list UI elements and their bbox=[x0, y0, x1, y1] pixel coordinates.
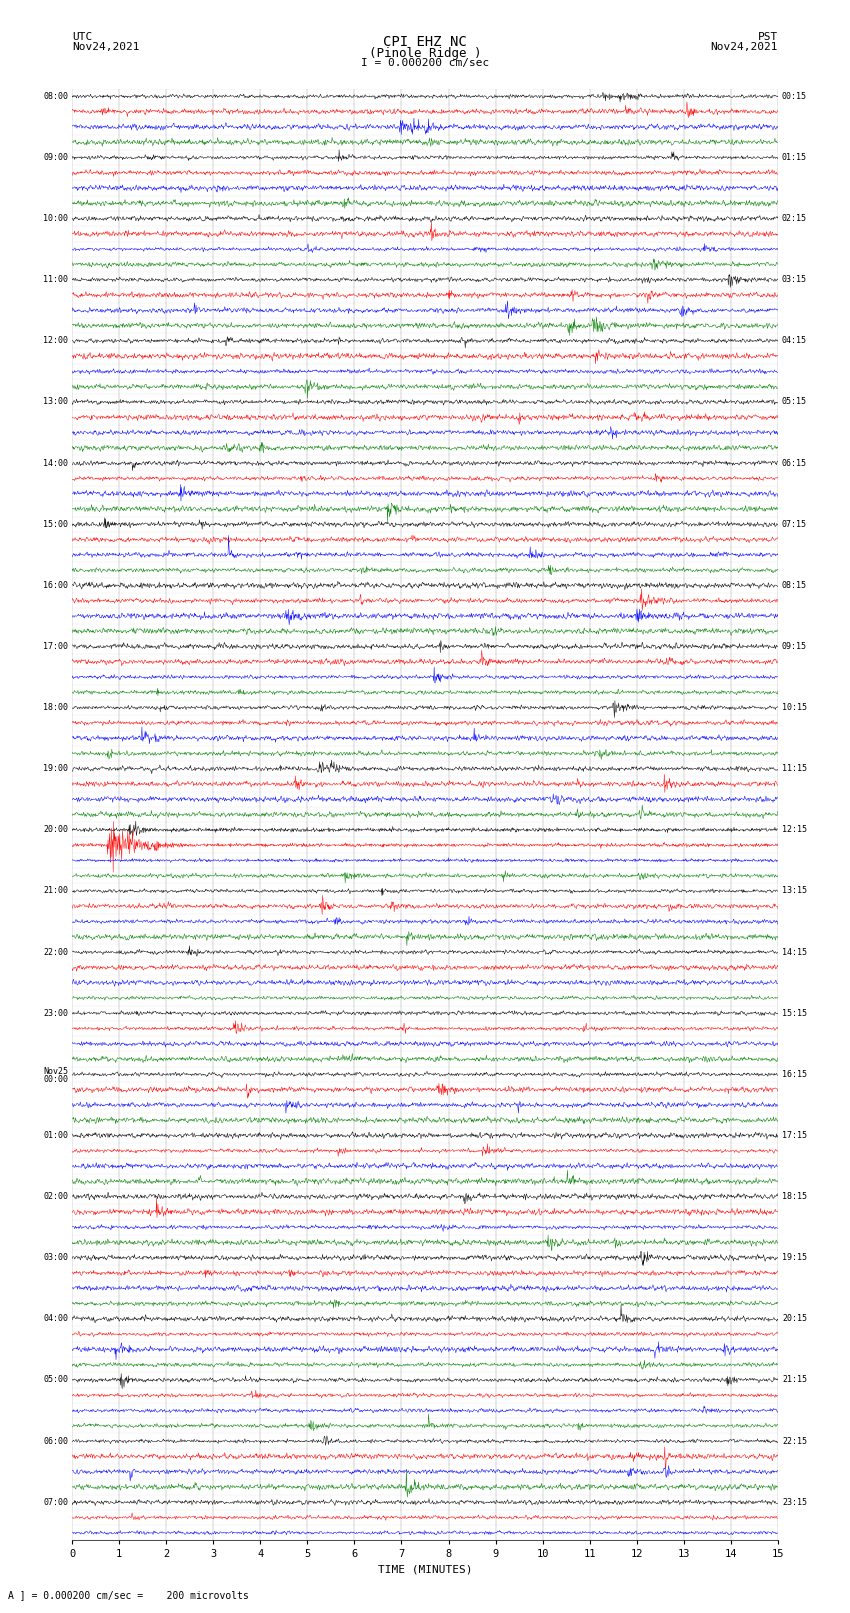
Text: 13:00: 13:00 bbox=[43, 397, 68, 406]
Text: 02:15: 02:15 bbox=[782, 215, 807, 223]
Text: 07:15: 07:15 bbox=[782, 519, 807, 529]
Text: 04:15: 04:15 bbox=[782, 337, 807, 345]
Text: 14:00: 14:00 bbox=[43, 458, 68, 468]
Text: 00:15: 00:15 bbox=[782, 92, 807, 102]
Text: 00:00: 00:00 bbox=[43, 1074, 68, 1084]
Text: 23:15: 23:15 bbox=[782, 1498, 807, 1507]
Text: PST: PST bbox=[757, 32, 778, 42]
Text: CPI EHZ NC: CPI EHZ NC bbox=[383, 35, 467, 50]
Text: 21:00: 21:00 bbox=[43, 887, 68, 895]
Text: 17:15: 17:15 bbox=[782, 1131, 807, 1140]
Text: 19:00: 19:00 bbox=[43, 765, 68, 773]
Text: 08:15: 08:15 bbox=[782, 581, 807, 590]
Text: 13:15: 13:15 bbox=[782, 887, 807, 895]
Text: 07:00: 07:00 bbox=[43, 1498, 68, 1507]
Text: 10:00: 10:00 bbox=[43, 215, 68, 223]
Text: 10:15: 10:15 bbox=[782, 703, 807, 711]
X-axis label: TIME (MINUTES): TIME (MINUTES) bbox=[377, 1565, 473, 1574]
Text: 14:15: 14:15 bbox=[782, 947, 807, 957]
Text: 03:00: 03:00 bbox=[43, 1253, 68, 1263]
Text: Nov24,2021: Nov24,2021 bbox=[711, 42, 778, 52]
Text: 22:00: 22:00 bbox=[43, 947, 68, 957]
Text: 23:00: 23:00 bbox=[43, 1008, 68, 1018]
Text: 09:15: 09:15 bbox=[782, 642, 807, 652]
Text: 12:15: 12:15 bbox=[782, 826, 807, 834]
Text: 21:15: 21:15 bbox=[782, 1376, 807, 1384]
Text: 20:00: 20:00 bbox=[43, 826, 68, 834]
Text: 20:15: 20:15 bbox=[782, 1315, 807, 1323]
Text: 03:15: 03:15 bbox=[782, 276, 807, 284]
Text: 16:00: 16:00 bbox=[43, 581, 68, 590]
Text: 22:15: 22:15 bbox=[782, 1437, 807, 1445]
Text: Nov25: Nov25 bbox=[43, 1066, 68, 1076]
Text: 19:15: 19:15 bbox=[782, 1253, 807, 1263]
Text: 12:00: 12:00 bbox=[43, 337, 68, 345]
Text: 05:00: 05:00 bbox=[43, 1376, 68, 1384]
Text: 08:00: 08:00 bbox=[43, 92, 68, 102]
Text: 18:15: 18:15 bbox=[782, 1192, 807, 1202]
Text: 18:00: 18:00 bbox=[43, 703, 68, 711]
Text: 04:00: 04:00 bbox=[43, 1315, 68, 1323]
Text: 16:15: 16:15 bbox=[782, 1069, 807, 1079]
Text: 06:00: 06:00 bbox=[43, 1437, 68, 1445]
Text: 01:00: 01:00 bbox=[43, 1131, 68, 1140]
Text: 11:00: 11:00 bbox=[43, 276, 68, 284]
Text: 15:00: 15:00 bbox=[43, 519, 68, 529]
Text: Nov24,2021: Nov24,2021 bbox=[72, 42, 139, 52]
Text: 11:15: 11:15 bbox=[782, 765, 807, 773]
Text: 06:15: 06:15 bbox=[782, 458, 807, 468]
Text: 05:15: 05:15 bbox=[782, 397, 807, 406]
Text: (Pinole Ridge ): (Pinole Ridge ) bbox=[369, 47, 481, 60]
Text: 09:00: 09:00 bbox=[43, 153, 68, 161]
Text: 17:00: 17:00 bbox=[43, 642, 68, 652]
Text: 02:00: 02:00 bbox=[43, 1192, 68, 1202]
Text: I = 0.000200 cm/sec: I = 0.000200 cm/sec bbox=[361, 58, 489, 68]
Text: 01:15: 01:15 bbox=[782, 153, 807, 161]
Text: A ] = 0.000200 cm/sec =    200 microvolts: A ] = 0.000200 cm/sec = 200 microvolts bbox=[8, 1590, 249, 1600]
Text: UTC: UTC bbox=[72, 32, 93, 42]
Text: 15:15: 15:15 bbox=[782, 1008, 807, 1018]
